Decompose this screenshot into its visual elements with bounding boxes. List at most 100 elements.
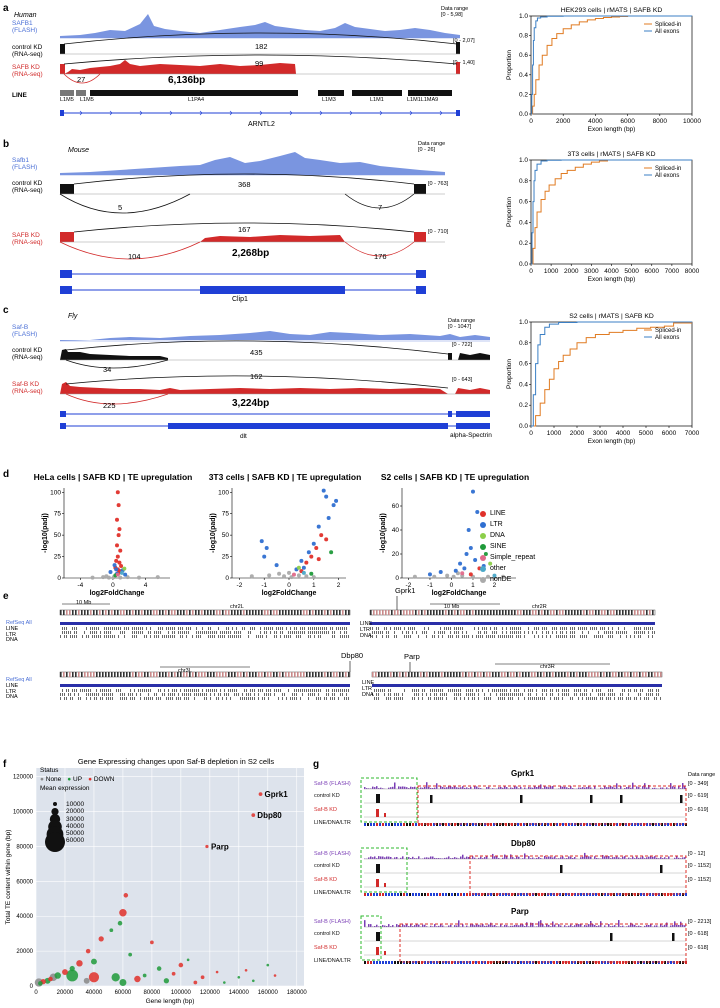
x-tick-label: 1 [312, 582, 316, 589]
legend-item: ● UP [67, 775, 83, 783]
data-point-line [116, 503, 121, 508]
x-axis-label: log2FoldChange [262, 590, 317, 597]
bubble-down [134, 975, 141, 983]
legend-label: DNA [490, 532, 505, 539]
data-point-ltr [464, 552, 469, 556]
track-labels: RefSeq All LINE LTR DNA [6, 620, 32, 644]
bubble-up [223, 981, 226, 984]
y-tick-label: 100 [218, 489, 229, 496]
gene-callout: Dbp80 [341, 651, 364, 660]
track-labels: RefSeq All LINE LTR DNA [6, 677, 32, 701]
x-tick-label: 0 [111, 582, 115, 589]
exon-box [168, 423, 448, 429]
sashimi-arc [63, 32, 458, 45]
data-point-line [117, 560, 122, 565]
data-point-ltr [326, 516, 331, 520]
chart-title: Gene Expressing changes upon Saf-B deple… [78, 757, 275, 766]
data-point-ltr [462, 566, 467, 571]
junction-count: 182 [255, 42, 268, 51]
sashimi-arc [65, 359, 169, 369]
panel-label-d: d [3, 469, 10, 480]
panel-label-c: c [3, 305, 9, 316]
bubble-down [88, 972, 100, 983]
data-range: Data range [0 - 26] [418, 141, 446, 154]
bubble-down [119, 909, 127, 917]
bubble-down [193, 980, 198, 985]
y-tick-label: 0.8 [519, 178, 528, 185]
data-point-sine [329, 550, 334, 555]
legend-dot [480, 576, 486, 583]
y-tick-label: 75 [222, 511, 230, 518]
y-tick-label: 0 [225, 575, 229, 582]
coverage-peak [590, 795, 593, 803]
legend-item: nonDE [480, 574, 535, 585]
bubble-down [258, 792, 263, 797]
data-point-simple_repeat [460, 571, 465, 576]
legend-dot [480, 510, 486, 517]
repeat-label: L1PA4 [188, 97, 205, 103]
data-point-ltr [262, 554, 267, 559]
coverage-peak [520, 795, 523, 803]
flash-coverage [60, 14, 460, 38]
legend-dot [480, 532, 486, 539]
legend-status-title: Status [40, 767, 59, 774]
x-axis-label: Exon length (bp) [588, 126, 636, 133]
species-label: Human [14, 12, 37, 19]
exon-coverage-block [60, 44, 65, 54]
track-label: control KD [314, 863, 340, 869]
highlight-box-red [469, 855, 687, 895]
data-point-ltr [316, 524, 321, 529]
data-range: [0 - 618] [688, 945, 709, 951]
x-tick-label: 10000 [683, 118, 701, 125]
data-point-ltr [299, 558, 304, 563]
data-point-ltr [334, 498, 339, 503]
data-point-line [324, 537, 329, 542]
y-tick-label: 80000 [16, 844, 33, 850]
data-point-ltr [453, 568, 458, 573]
legend-size-values: 10000 20000 30000 40000 50000 60000 [66, 801, 85, 845]
repeat-label: L1M1L1MA9 [407, 97, 439, 103]
data-point-ltr [311, 541, 316, 546]
exon-coverage-block [60, 64, 65, 74]
y-tick-label: 0.6 [519, 361, 528, 368]
x-tick-label: 2000 [556, 118, 571, 125]
x-tick-label: 2000 [564, 268, 579, 275]
x-tick-label: 80000 [144, 990, 161, 996]
gene-name: alpha-Spectrin [450, 432, 492, 439]
bubble-down [76, 960, 83, 967]
data-point-nonde [289, 575, 294, 580]
control-coverage [458, 353, 490, 360]
legend-dot [480, 521, 486, 528]
sashimi-arc-red [344, 241, 415, 257]
repeat-block [408, 90, 452, 96]
gene-title: Gprk1 [511, 769, 535, 778]
gene-callout: Parp [404, 652, 420, 661]
series-line-all-exons [531, 159, 692, 265]
data-point-other [119, 570, 124, 575]
y-tick-label: 60 [392, 503, 400, 510]
chart-title: S2 cells | SAFB KD | TE upregulation [381, 472, 529, 482]
bubble-up [128, 952, 133, 957]
track-label-control: control KD (RNA-seq) [12, 44, 43, 59]
bubble-down [273, 974, 277, 977]
data-point-ltr [475, 510, 480, 514]
x-tick-label: 40000 [86, 990, 103, 996]
sashimi-arc [344, 193, 415, 209]
x-tick-label: 1000 [547, 430, 562, 437]
x-tick-label: 60000 [115, 990, 132, 996]
bubble-annotation: Gprk1 [265, 790, 289, 799]
legend-item: SINE [480, 541, 535, 552]
y-axis-label: -log10(padj) [42, 513, 49, 553]
x-tick-label: 4 [144, 582, 148, 589]
y-tick-label: 25 [222, 554, 230, 561]
y-tick-label: 0.8 [519, 33, 528, 40]
x-tick-label: 1 [471, 582, 475, 589]
coverage-peak [384, 813, 386, 817]
y-tick-label: 0.4 [519, 381, 528, 388]
data-point-nonde [304, 574, 309, 579]
data-point-ltr [438, 570, 443, 574]
intron-length: 6,136bp [168, 75, 206, 86]
track-label-control: control KD (RNA-seq) [12, 347, 43, 362]
data-point-line [119, 564, 124, 568]
